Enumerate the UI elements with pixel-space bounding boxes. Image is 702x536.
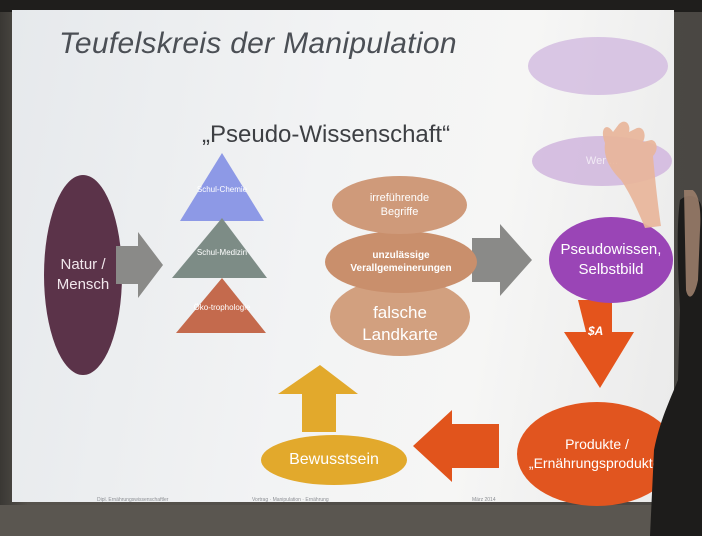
pseudowissen-label: Pseudowissen, Selbstbild <box>560 241 662 278</box>
presenter-silhouette <box>650 190 702 536</box>
triangle-label-schul-chemie: Schul-Chemie <box>196 185 248 194</box>
slide-title: Teufelskreis der Manipulation <box>59 27 457 60</box>
ceiling <box>0 0 702 12</box>
footer-right: März 2014 <box>472 497 496 503</box>
arrow-up <box>278 365 358 432</box>
bubble-label-irrefuehrende-begriffe: irreführende Begriffe <box>369 192 430 218</box>
arrow-right-1 <box>116 232 163 298</box>
arrow-right-2 <box>472 224 532 296</box>
triangle-label-schul-medizin: Schul-Medizin <box>196 248 248 257</box>
slide-subtitle: „Pseudo-Wissenschaft“ <box>202 121 451 148</box>
produkte-label: Produkte / „Ernährungsprodukte“ <box>528 436 666 471</box>
triangle-schul-medizin <box>172 218 267 278</box>
triangle-oekotrophologie <box>176 278 266 333</box>
footer-left: Dipl. Ernährungswissenschaftler <box>97 497 169 503</box>
bewusstsein-ellipse: Bewusstsein <box>261 435 407 485</box>
floor-band <box>0 505 702 536</box>
triangle-schul-chemie <box>180 153 264 221</box>
natur-mensch-ellipse: Natur / Mensch <box>44 175 122 375</box>
arrow-left <box>413 410 499 482</box>
pseudowissen-ellipse: Pseudowissen, Selbstbild <box>549 217 673 303</box>
arrow-down <box>564 300 634 388</box>
triangle-label-oekotrophologie: Öko-trophologie <box>193 303 251 312</box>
natur-mensch-label: Natur / Mensch <box>56 256 110 293</box>
bubble-label-verallgemeinerungen: unzulässige Verallgemeinerungen <box>350 250 452 274</box>
bubble-label-falsche-landkarte: falsche Landkarte <box>362 303 438 344</box>
projection-screen: Teufelskreis der Manipulation „Pseudo-Wi… <box>12 10 677 506</box>
bewusstsein-label: Bewusstsein <box>289 451 379 468</box>
dollar-symbol: $A <box>588 324 604 338</box>
footer-center: Vortrag · Manipulation · Ernährung <box>252 497 329 503</box>
bubble-verallgemeinerungen: unzulässige Verallgemeinerungen <box>325 231 477 293</box>
presenter-hand <box>602 121 661 228</box>
faded-ellipse-top <box>528 37 668 95</box>
bubble-irrefuehrende-begriffe: irreführende Begriffe <box>332 176 467 234</box>
produkte-ellipse: Produkte / „Ernährungsprodukte“ <box>517 402 677 506</box>
diagram-arrows <box>116 153 634 482</box>
